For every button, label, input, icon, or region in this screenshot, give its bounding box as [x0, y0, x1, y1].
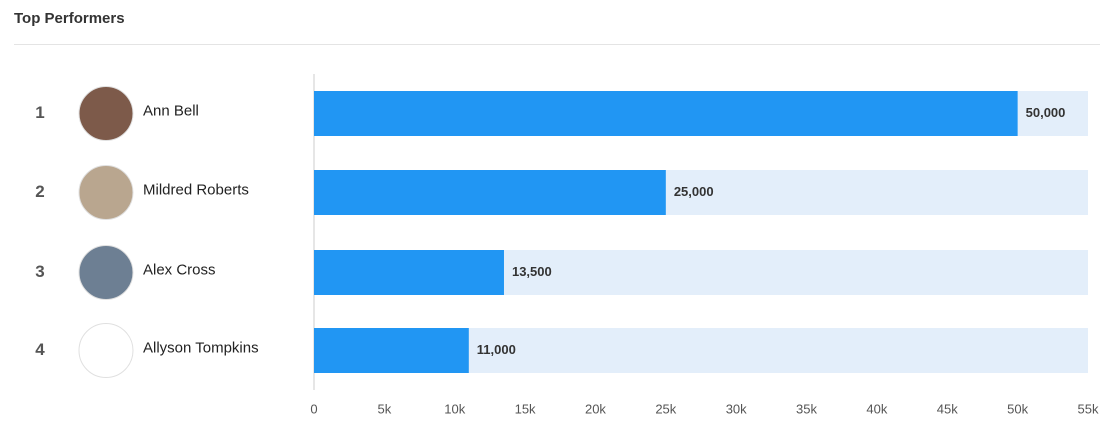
bar: [314, 170, 666, 215]
bar: [314, 250, 504, 295]
x-tick-label: 40k: [866, 401, 887, 416]
x-tick-label: 45k: [937, 401, 958, 416]
performer-name: Mildred Roberts: [143, 181, 249, 198]
widget-title: Top Performers: [14, 10, 125, 27]
rank: 1: [35, 103, 44, 122]
performer-name: Allyson Tompkins: [143, 339, 259, 356]
rank: 2: [35, 182, 44, 201]
value-label: 11,000: [477, 342, 516, 357]
bar: [314, 91, 1018, 136]
x-tick-label: 10k: [444, 401, 465, 416]
avatar: [78, 86, 134, 141]
value-label: 13,500: [512, 264, 552, 279]
x-tick-label: 50k: [1007, 401, 1028, 416]
value-label: 25,000: [674, 184, 714, 199]
x-tick-label: 30k: [726, 401, 747, 416]
x-tick-label: 20k: [585, 401, 606, 416]
value-label: 50,000: [1026, 105, 1066, 120]
performer-name: Ann Bell: [143, 102, 199, 119]
performer-name: Alex Cross: [143, 261, 216, 278]
x-tick-label: 0: [310, 401, 317, 416]
avatar: [78, 323, 134, 378]
rank: 3: [35, 262, 44, 281]
x-tick-label: 15k: [515, 401, 536, 416]
avatar: [78, 165, 134, 220]
x-tick-label: 25k: [655, 401, 676, 416]
x-tick-label: 5k: [377, 401, 391, 416]
avatar: [78, 245, 134, 300]
bar: [314, 328, 469, 373]
x-tick-label: 35k: [796, 401, 817, 416]
x-tick-label: 55k: [1078, 401, 1099, 416]
rank: 4: [35, 340, 45, 359]
